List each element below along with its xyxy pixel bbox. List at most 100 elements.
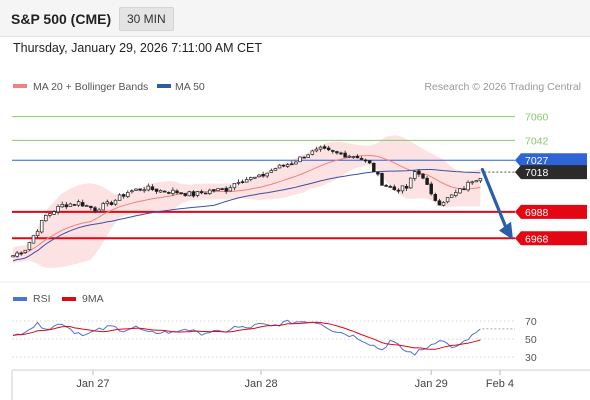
candle: [48, 212, 52, 218]
candle: [265, 172, 269, 178]
candle: [363, 158, 368, 163]
candle-body: [224, 187, 228, 192]
rsi-legend-swatch: [13, 297, 27, 301]
candle: [244, 176, 249, 183]
candle: [302, 156, 306, 159]
candle: [466, 180, 470, 192]
candle-body: [437, 200, 442, 206]
candle-body: [326, 147, 331, 151]
candle: [318, 145, 323, 152]
candle-body: [257, 174, 261, 178]
instrument-title: S&P 500 (CME): [11, 11, 112, 27]
candle-body: [400, 185, 405, 192]
level-labels: 7060 7042 7027 6988 6968 7018: [515, 112, 587, 246]
candle-body: [384, 184, 388, 187]
candle-body: [322, 146, 327, 149]
current-price-label-box: [515, 165, 587, 180]
timeframe-badge[interactable]: 30 MIN: [119, 7, 174, 31]
candle: [392, 184, 397, 191]
candle: [220, 187, 224, 191]
candle-body: [240, 181, 245, 183]
candle-body: [52, 211, 56, 215]
level-label-6988-text: 6988: [525, 207, 549, 219]
candle-body: [138, 188, 142, 191]
candle-body: [462, 188, 466, 191]
candle-body: [117, 194, 122, 201]
candle-body: [183, 193, 187, 196]
candle: [31, 235, 36, 244]
candle: [121, 193, 126, 199]
candle-body: [249, 177, 253, 180]
level-label-6988-box: [515, 204, 587, 219]
candle-body: [355, 155, 360, 159]
forecast-arrow-shaft: [480, 167, 508, 230]
candle-body: [318, 146, 323, 150]
candle: [269, 168, 274, 173]
candle: [224, 186, 228, 195]
candle-body: [359, 157, 364, 160]
candle: [294, 160, 298, 165]
candle-body: [158, 190, 163, 193]
candle: [249, 176, 253, 182]
candle: [64, 201, 69, 210]
candle: [216, 188, 220, 191]
candle: [281, 164, 286, 168]
credit-text: Research © 2026 Trading Central: [424, 81, 581, 93]
candle: [470, 180, 474, 185]
x-axis-ticks: Jan 27 Jan 28 Jan 29 Feb 4: [76, 370, 514, 390]
candle: [142, 187, 146, 193]
candle: [232, 183, 237, 191]
candle-body: [15, 252, 19, 257]
candle-body: [113, 199, 118, 205]
candle: [199, 189, 204, 195]
candle-body: [187, 191, 192, 197]
candle: [314, 146, 319, 153]
candle-body: [134, 188, 138, 191]
candle: [130, 189, 134, 194]
candle-body: [478, 177, 483, 182]
candle-body: [179, 192, 183, 194]
candle: [458, 187, 462, 194]
candle-body: [162, 190, 167, 193]
candle: [19, 251, 23, 256]
candle-body: [404, 185, 409, 189]
level-label-7060: 7060: [525, 112, 549, 124]
candle: [384, 183, 388, 187]
candle: [417, 169, 421, 177]
candle: [449, 194, 454, 198]
candle: [240, 179, 245, 184]
candle-body: [220, 188, 224, 190]
candle-body: [445, 197, 450, 203]
rsi-lines: [12, 319, 515, 356]
level-label-7060-text: 7060: [525, 112, 549, 124]
candle: [478, 177, 483, 183]
candle-body: [454, 192, 458, 196]
candle-body: [433, 194, 438, 201]
candle-body: [56, 206, 60, 213]
candle: [355, 154, 360, 159]
candle-body: [363, 159, 368, 162]
candle-body: [89, 205, 93, 208]
candle-body: [72, 204, 77, 206]
candle-body: [302, 156, 306, 159]
candle-body: [273, 168, 278, 171]
timestamp: Thursday, January 29, 2026 7:11:00 AM CE…: [13, 41, 262, 55]
candle: [285, 162, 290, 169]
candle-body: [191, 191, 196, 197]
price-legend: MA 20 + Bollinger Bands MA 50 Research ©…: [13, 81, 581, 93]
candle-body: [68, 203, 73, 207]
rsi-legend: RSI 9MA: [13, 293, 104, 305]
candle-body: [146, 185, 151, 191]
candle: [85, 204, 89, 207]
candle-body: [23, 249, 28, 253]
candle: [331, 149, 335, 154]
candle: [105, 199, 110, 207]
candle: [396, 188, 401, 194]
candle-body: [253, 176, 257, 179]
candle-body: [449, 194, 454, 198]
candle: [253, 176, 257, 180]
candle-body: [343, 152, 347, 158]
candle-body: [80, 202, 85, 207]
candle-body: [474, 180, 479, 183]
